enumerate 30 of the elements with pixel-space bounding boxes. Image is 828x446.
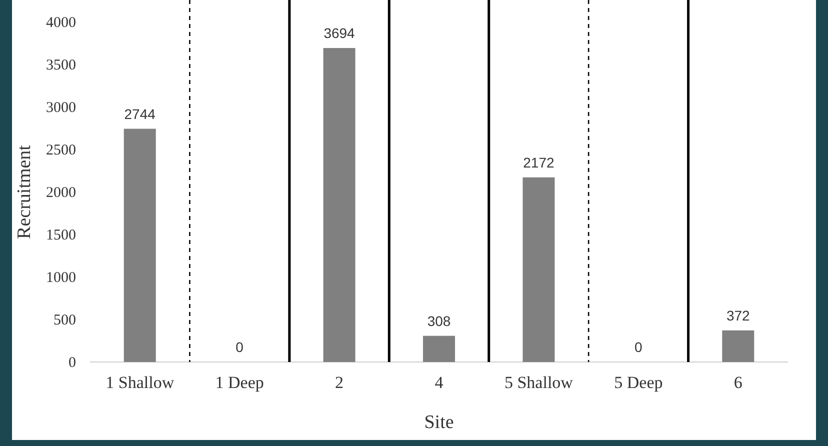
x-tick-label: 4 <box>434 373 444 392</box>
x-tick-label: 6 <box>734 373 742 392</box>
y-tick-label: 3500 <box>46 57 76 74</box>
data-label: 372 <box>726 307 750 324</box>
x-tick-label: 5 Deep <box>614 373 663 392</box>
y-tick-label: 0 <box>68 354 76 371</box>
y-tick-label: 500 <box>54 312 76 328</box>
y-tick-label: 3000 <box>46 100 76 116</box>
data-label: 0 <box>634 339 643 355</box>
bar <box>423 336 455 362</box>
data-label: 3694 <box>324 25 356 42</box>
y-tick-label: 2500 <box>46 142 76 158</box>
x-tick-label: 1 Shallow <box>106 373 175 392</box>
x-tick-label: 5 Shallow <box>504 373 574 392</box>
data-label: 2744 <box>124 106 156 122</box>
y-tick-label: 1500 <box>46 227 76 244</box>
y-tick-label: 2000 <box>46 184 76 201</box>
data-label: 0 <box>236 339 244 355</box>
bar <box>522 177 555 362</box>
x-axis-title: Site <box>424 412 454 433</box>
y-axis-title: Recruitment <box>14 144 35 239</box>
y-tick-label: 1000 <box>46 270 76 286</box>
data-label: 308 <box>427 312 451 329</box>
data-label: 2172 <box>523 154 554 170</box>
x-tick-label: 1 Deep <box>215 373 264 392</box>
x-tick-label: 2 <box>335 373 344 392</box>
bar <box>323 48 356 362</box>
bar <box>722 330 754 362</box>
bar <box>124 128 156 362</box>
y-tick-label: 4000 <box>46 14 76 31</box>
